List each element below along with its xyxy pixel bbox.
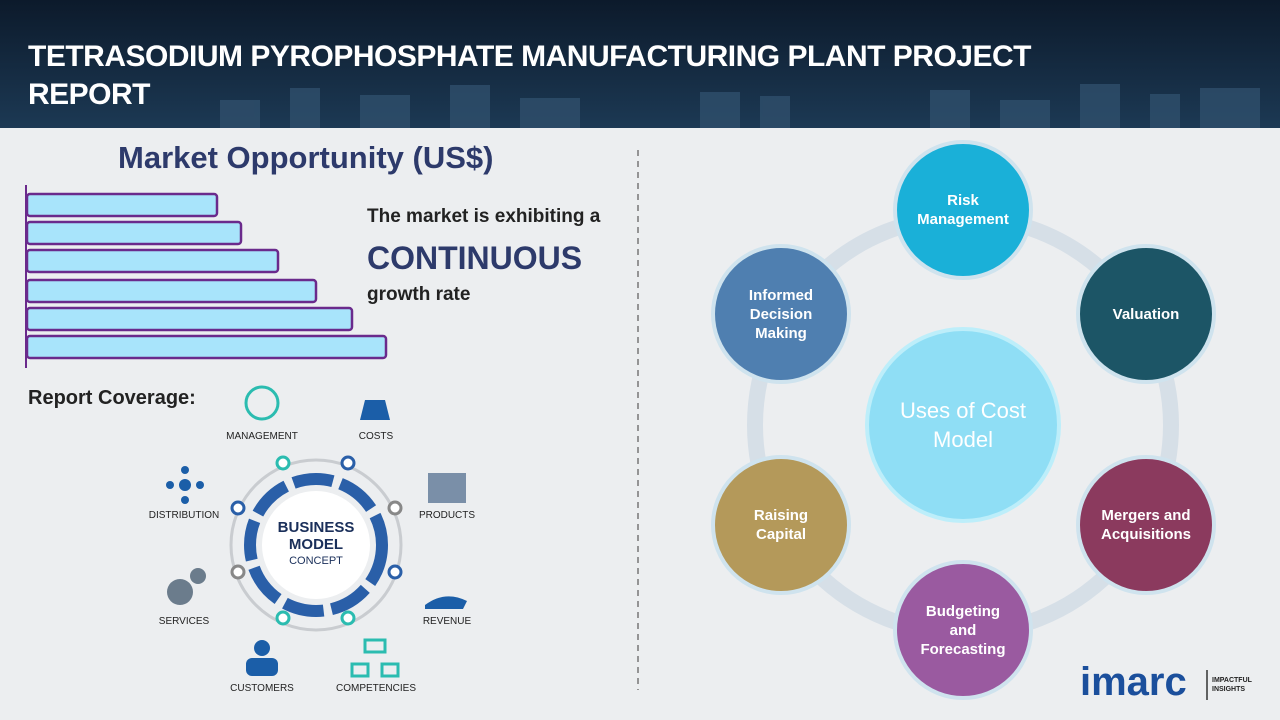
node-label: Informed Decision Making	[748, 286, 814, 342]
coverage-item: MANAGEMENT	[226, 431, 298, 442]
business-model: BUSINESS MODEL CONCEPT	[266, 519, 366, 570]
coverage-item: COMPETENCIES	[335, 683, 416, 694]
node-label: Risk Management	[917, 192, 1009, 228]
coverage-item: SERVICES	[158, 616, 210, 627]
label: BUSINESS	[277, 519, 355, 536]
node-label: Mergers and Acquisitions	[1100, 507, 1191, 543]
coverage-item: PRODUCTS	[418, 510, 476, 521]
coverage-item: CUSTOMERS	[230, 683, 294, 694]
node-label: Raising Capital	[753, 507, 809, 543]
label: MODEL	[288, 536, 344, 553]
tagline: growth rate	[367, 284, 471, 305]
tagline-emphasis: CONTINUOUS	[367, 240, 583, 276]
coverage-item: REVENUE	[422, 616, 472, 627]
logo-tagline: IMPACTFUL INSIGHTS	[1212, 677, 1252, 693]
coverage-title: Report Coverage:	[28, 387, 196, 409]
coverage-item: COSTS	[358, 431, 394, 442]
node-label: Budgeting and Forecasting	[920, 602, 1006, 658]
coverage-item: DISTRIBUTION	[148, 510, 220, 521]
tagline: The market is exhibiting a	[367, 206, 601, 227]
section-title: Market Opportunity (US$)	[118, 140, 494, 175]
center-label: Uses of Cost Model	[900, 398, 1026, 452]
page-title: TETRASODIUM PYROPHOSPHATE MANUFACTURING …	[28, 40, 1031, 111]
label: CONCEPT	[289, 555, 343, 567]
node-label: Valuation	[1112, 305, 1180, 323]
logo: imarc	[1080, 660, 1187, 704]
